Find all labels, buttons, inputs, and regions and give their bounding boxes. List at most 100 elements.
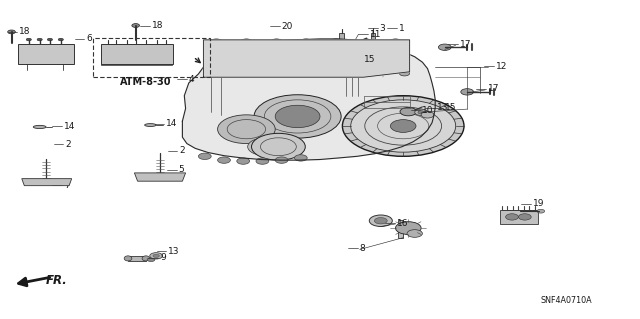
Circle shape [147, 258, 155, 262]
Circle shape [254, 95, 341, 138]
Text: ATM-8-30: ATM-8-30 [120, 77, 172, 87]
Circle shape [346, 44, 355, 48]
Circle shape [396, 222, 421, 234]
Text: 15: 15 [445, 103, 456, 112]
Circle shape [132, 24, 140, 27]
Text: 18: 18 [152, 21, 163, 30]
Text: FR.: FR. [46, 274, 68, 287]
Circle shape [168, 175, 175, 179]
Circle shape [389, 39, 402, 45]
Circle shape [252, 133, 305, 160]
Circle shape [346, 44, 355, 48]
Circle shape [256, 158, 269, 164]
Circle shape [360, 39, 372, 45]
Circle shape [438, 44, 451, 50]
Circle shape [218, 157, 230, 163]
Circle shape [134, 48, 157, 60]
Circle shape [418, 111, 424, 114]
Polygon shape [18, 44, 74, 64]
Circle shape [275, 105, 320, 128]
Text: 13: 13 [436, 103, 448, 112]
Circle shape [113, 52, 124, 57]
Circle shape [343, 42, 358, 50]
Circle shape [156, 175, 162, 179]
Text: 2: 2 [65, 140, 71, 149]
Circle shape [237, 158, 250, 164]
Text: 16: 16 [397, 219, 408, 228]
Text: 9: 9 [160, 253, 166, 262]
Circle shape [399, 71, 410, 76]
Circle shape [40, 181, 47, 184]
Circle shape [407, 230, 422, 237]
Circle shape [400, 108, 417, 116]
Circle shape [340, 60, 353, 66]
Text: 19: 19 [532, 199, 544, 208]
Text: 4: 4 [189, 75, 195, 84]
Ellipse shape [124, 256, 132, 261]
Circle shape [240, 39, 253, 45]
Circle shape [218, 115, 275, 144]
Circle shape [129, 46, 163, 63]
Circle shape [330, 39, 342, 45]
Circle shape [248, 138, 284, 156]
Circle shape [300, 39, 312, 45]
Ellipse shape [33, 125, 46, 129]
Text: 6: 6 [86, 34, 92, 43]
Circle shape [343, 42, 358, 50]
Text: SNF4A0710A: SNF4A0710A [541, 296, 592, 305]
Polygon shape [101, 44, 173, 64]
Bar [398, 220, 403, 238]
Text: 5: 5 [179, 165, 184, 174]
Circle shape [58, 38, 63, 41]
Text: 15: 15 [364, 56, 375, 64]
Circle shape [107, 48, 130, 60]
Circle shape [61, 181, 67, 184]
Polygon shape [22, 179, 72, 186]
Circle shape [351, 100, 456, 152]
Circle shape [8, 30, 15, 34]
Circle shape [270, 39, 283, 45]
Text: 10: 10 [422, 106, 434, 115]
Text: 7: 7 [64, 181, 70, 189]
Text: 11: 11 [370, 30, 381, 39]
Circle shape [342, 96, 464, 156]
Ellipse shape [142, 256, 150, 261]
Circle shape [47, 49, 66, 59]
Circle shape [153, 254, 159, 257]
Bar [371, 33, 375, 46]
Text: 17: 17 [460, 40, 471, 48]
Bar [128, 256, 146, 261]
Circle shape [24, 49, 43, 59]
Circle shape [150, 253, 163, 259]
Text: 2: 2 [179, 146, 185, 155]
Circle shape [198, 153, 211, 160]
Bar [223, 41, 256, 54]
Circle shape [29, 52, 38, 56]
Polygon shape [182, 39, 435, 160]
Circle shape [421, 112, 434, 118]
Circle shape [102, 46, 135, 63]
Text: 17: 17 [488, 84, 499, 93]
Circle shape [374, 218, 387, 224]
Circle shape [47, 38, 52, 41]
Polygon shape [204, 40, 410, 77]
Bar [19, 61, 72, 64]
Circle shape [26, 38, 31, 41]
Circle shape [211, 71, 221, 76]
Text: 1: 1 [399, 24, 404, 33]
Text: 8: 8 [360, 244, 365, 253]
Circle shape [236, 44, 248, 50]
Circle shape [42, 47, 70, 61]
Text: 3: 3 [380, 24, 385, 33]
Circle shape [52, 52, 61, 56]
Circle shape [51, 181, 58, 184]
Circle shape [294, 155, 307, 161]
Circle shape [518, 214, 531, 220]
Circle shape [141, 52, 151, 57]
Bar [500, 210, 538, 224]
Text: 12: 12 [496, 62, 508, 71]
Circle shape [19, 47, 47, 61]
Circle shape [29, 181, 35, 184]
Circle shape [369, 215, 392, 226]
Circle shape [506, 214, 518, 220]
